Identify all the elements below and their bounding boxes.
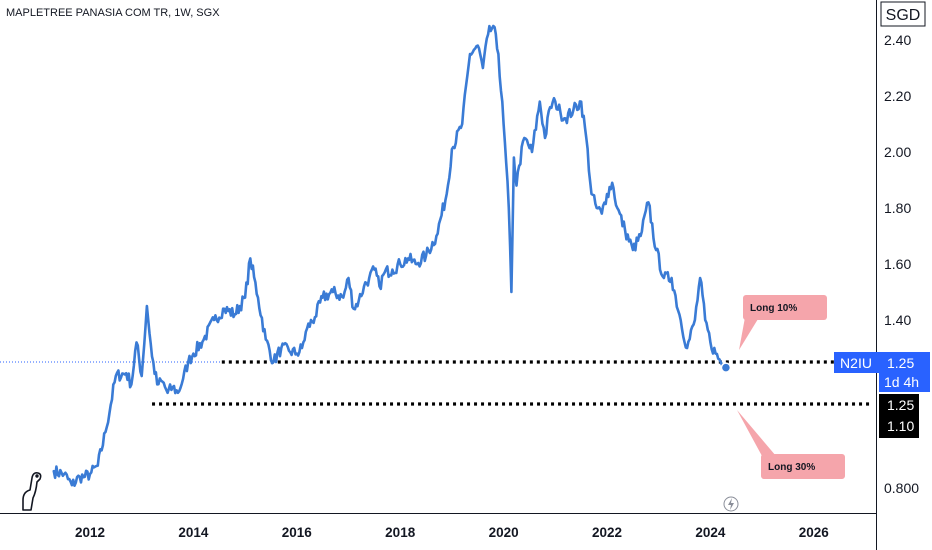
annotation-long-30-box bbox=[761, 454, 845, 479]
annotation-long-30-pointer bbox=[737, 410, 776, 456]
price-series-line bbox=[52, 24, 728, 487]
y-axis-ticks: 2.40 2.20 2.00 1.80 1.60 1.40 0.800 bbox=[884, 32, 919, 496]
level-tag-1: 1.25 bbox=[887, 397, 914, 413]
annotation-long-30-text: Long 30% bbox=[768, 462, 815, 473]
level-price-tags[interactable]: 1.25 1.10 bbox=[879, 394, 919, 438]
x-tick-label: 2016 bbox=[282, 525, 313, 540]
y-tick-label: 2.40 bbox=[884, 32, 911, 48]
y-tick-label: 2.20 bbox=[884, 88, 911, 104]
current-price-box bbox=[879, 352, 930, 392]
x-tick-label: 2024 bbox=[695, 525, 726, 540]
level-tag-2: 1.10 bbox=[887, 418, 914, 434]
symbol-tag-text: N2IU bbox=[840, 355, 872, 371]
y-tick-label: 1.80 bbox=[884, 200, 911, 216]
x-tick-label: 2026 bbox=[799, 525, 830, 540]
level-lines bbox=[0, 360, 871, 406]
bar-countdown-text: 1d 4h bbox=[884, 374, 919, 390]
x-tick-label: 2018 bbox=[385, 525, 416, 540]
annotation-long-10-pointer bbox=[739, 312, 758, 350]
symbol-tag-box bbox=[834, 352, 879, 373]
y-tick-label: 1.40 bbox=[884, 312, 911, 328]
lightning-icon[interactable] bbox=[723, 496, 739, 512]
x-tick-label: 2022 bbox=[592, 525, 622, 540]
x-tick-label: 2012 bbox=[75, 525, 105, 540]
symbol-price-tag[interactable]: N2IU 1.25 1d 4h bbox=[834, 352, 930, 392]
annotation-long-10-text: Long 10% bbox=[750, 303, 797, 314]
annotation-long-10-box bbox=[743, 295, 827, 320]
y-tick-label: 0.800 bbox=[884, 480, 919, 496]
dino-icon[interactable] bbox=[22, 472, 42, 511]
currency-unit-box[interactable] bbox=[880, 1, 926, 27]
chart-title: MAPLETREE PANASIA COM TR, 1W, SGX bbox=[6, 7, 220, 19]
x-axis-ticks: 2012 2014 2016 2018 2020 2022 2024 2026 bbox=[75, 525, 829, 540]
current-price-text: 1.25 bbox=[887, 355, 914, 371]
currency-unit: SGD bbox=[886, 7, 921, 24]
y-tick-label: 1.60 bbox=[884, 256, 911, 272]
y-tick-label: 2.00 bbox=[884, 144, 911, 160]
annotation-long-10[interactable]: Long 10% bbox=[739, 295, 827, 350]
x-tick-label: 2014 bbox=[178, 525, 209, 540]
x-tick-label: 2020 bbox=[489, 525, 519, 540]
annotation-long-30[interactable]: Long 30% bbox=[737, 410, 845, 479]
last-price-point[interactable] bbox=[720, 362, 732, 373]
level-tags-box bbox=[879, 394, 919, 438]
